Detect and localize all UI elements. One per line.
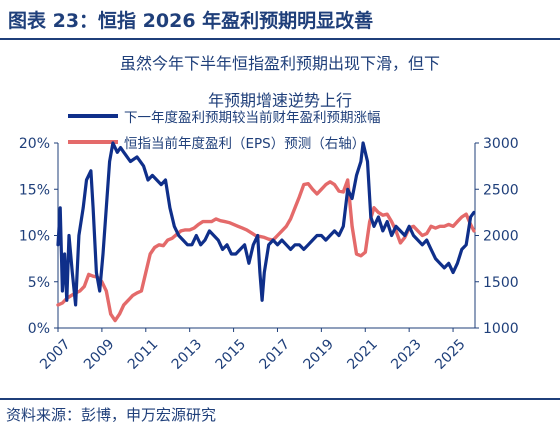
y-right-tick-label: 2500 bbox=[483, 182, 519, 198]
chart-title-line-2: 年预期增速逆势上行 bbox=[207, 91, 352, 110]
footer-divider bbox=[0, 398, 560, 400]
chart-title-line-1: 虽然今年下半年恒指盈利预期出现下滑，但下 bbox=[119, 54, 440, 73]
y-right-tick-label: 1500 bbox=[483, 275, 519, 291]
legend-label-eps: 恒指当前年度盈利（EPS）预测（右轴） bbox=[124, 136, 366, 152]
legend-label-growth: 下一年度盈利预期较当前财年盈利预期涨幅 bbox=[124, 110, 381, 126]
y-left-tick-label: 5% bbox=[28, 275, 50, 291]
x-tick-label: 2007 bbox=[37, 336, 74, 373]
x-tick-label: 2009 bbox=[81, 336, 118, 373]
series-line-eps bbox=[56, 178, 476, 323]
source-note: 资料来源：彭博，申万宏源研究 bbox=[6, 406, 217, 424]
legend-item-eps: 恒指当前年度盈利（EPS）预测（右轴） bbox=[68, 132, 488, 152]
x-tick-label: 2017 bbox=[257, 336, 294, 373]
figure-title: 图表 23：恒指 2026 年盈利预期明显改善 bbox=[8, 10, 374, 32]
series-line-growth bbox=[56, 141, 476, 307]
y-left-tick-label: 15% bbox=[19, 182, 50, 198]
x-tick-label: 2015 bbox=[213, 336, 250, 373]
x-tick-label: 2023 bbox=[388, 336, 425, 373]
y-left-tick-label: 20% bbox=[19, 136, 50, 152]
x-tick-label: 2025 bbox=[432, 336, 469, 373]
legend-swatch-growth bbox=[68, 114, 118, 118]
y-right-tick-label: 1000 bbox=[483, 321, 519, 337]
x-tick-label: 2011 bbox=[125, 336, 162, 373]
x-tick-label: 2021 bbox=[344, 336, 381, 373]
y-right-tick-label: 2000 bbox=[483, 229, 519, 245]
x-tick-label: 2013 bbox=[169, 336, 206, 373]
y-right-tick-label: 3000 bbox=[483, 136, 519, 152]
y-left-tick-label: 10% bbox=[19, 229, 50, 245]
legend-swatch-eps bbox=[68, 140, 118, 144]
y-left-tick-label: 0% bbox=[28, 321, 50, 337]
chart-series bbox=[56, 141, 476, 323]
x-tick-label: 2019 bbox=[300, 336, 337, 373]
figure-header: 图表 23：恒指 2026 年盈利预期明显改善 bbox=[0, 0, 560, 40]
legend-item-growth: 下一年度盈利预期较当前财年盈利预期涨幅 bbox=[68, 106, 488, 126]
